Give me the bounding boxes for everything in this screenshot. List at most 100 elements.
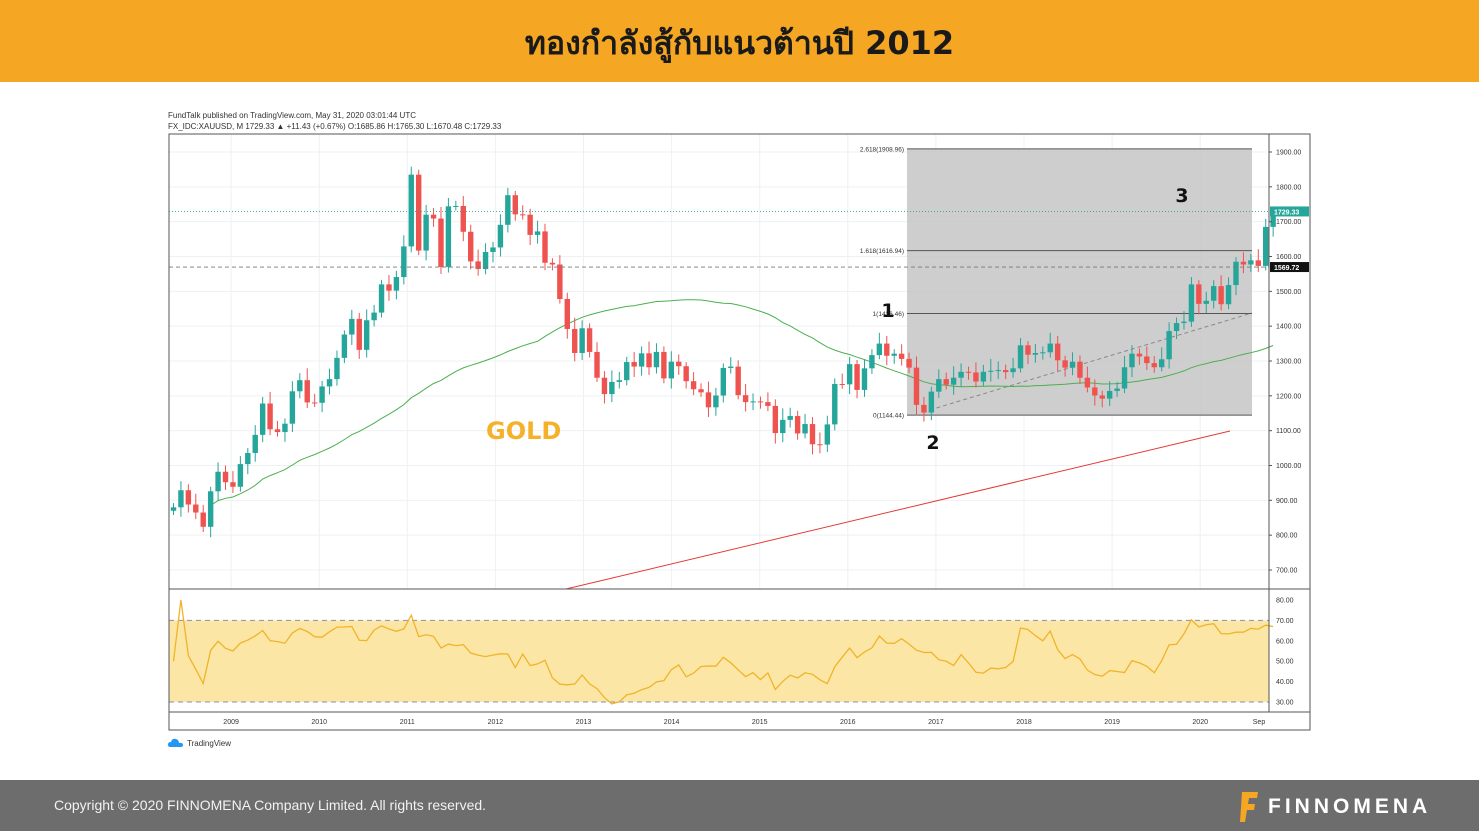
time-tick-label: 2015 [752,719,768,726]
candle-body [207,491,214,527]
candle-body [1263,226,1269,266]
fib-label: 0(1144.44) [873,413,904,420]
candle-body [497,224,504,248]
rsi-line [172,599,1274,705]
candle-body [445,206,452,267]
candle-body [846,364,853,385]
candle-body [906,358,912,368]
candle-body [453,205,459,207]
candle-body [965,371,972,373]
candle-body [1270,211,1276,227]
finnomena-f-icon [1240,792,1258,822]
candle-body [215,471,221,492]
candle-body [1196,284,1202,304]
candle-body [1106,390,1113,399]
candle-body [1017,345,1024,369]
candle-body [713,395,719,408]
candle-body [1181,321,1187,324]
candle-body [943,379,949,385]
time-tick-label: 2020 [1192,719,1208,726]
time-tick-label: 2009 [223,719,239,726]
fib-label: 2.618(1908.96) [860,146,904,153]
candle-body [891,353,897,356]
candle-body [512,195,518,215]
chart-publish-info: FundTalk published on TradingView.com, M… [168,110,501,132]
candle-body [1121,367,1128,389]
candle-body [230,482,236,487]
candle-body [936,379,942,392]
candle-body [252,434,258,453]
finnomena-logo: FINNOMENA [1240,790,1431,824]
candle-body [1255,260,1261,266]
wave-label-1: 1 [881,300,894,322]
candle-body [668,361,675,379]
candle-body [490,247,496,252]
candle-body [1129,353,1135,368]
candle-body [178,490,184,508]
candle-body [401,246,407,278]
overlay: GOLD 1 2 3 [169,185,1269,454]
candle-body [921,404,927,413]
candle-body [1203,300,1209,304]
ma200-line [565,430,1231,590]
brand-name: FINNOMENA [1268,795,1432,818]
candle-body [876,343,883,356]
rsi-band [169,620,1269,702]
rsi-tick-label: 30.00 [1276,700,1294,707]
candle-body [676,361,682,367]
candle-body [720,367,727,396]
candle-body [950,377,957,385]
candle-body [482,251,489,270]
price-tick-label: 1100.00 [1276,428,1301,435]
candle-body [1092,387,1098,396]
candle-body [735,366,741,396]
candle-body [297,380,303,392]
candle-body [861,368,868,390]
copyright-text: Copyright © 2020 FINNOMENA Company Limit… [54,797,487,813]
candle-body [371,312,377,321]
candle-body [378,284,385,313]
candle-body [527,214,533,235]
candle-body [1144,356,1150,364]
rsi-tick-label: 60.00 [1276,638,1294,645]
candle-body [564,298,570,329]
price-tick-label: 900.00 [1276,498,1298,505]
symbol-line: FX_IDC:XAUUSD, M 1729.33 ▲ +11.43 (+0.67… [168,122,502,131]
candle-body [616,380,622,382]
rsi-tick-label: 80.00 [1276,598,1294,605]
candle-body [884,343,890,356]
candle-body [817,444,823,446]
candles [170,166,1276,538]
candle-body [609,381,615,395]
time-axis-frame [168,711,1311,731]
candle-body [237,464,244,487]
candle-body [854,364,860,390]
candle-body [542,231,548,263]
candle-body [393,277,400,291]
candle-body [698,389,704,393]
candle-body [468,231,474,262]
price-tick-label: 700.00 [1276,568,1298,575]
time-tick-label: Sep [1253,719,1266,726]
resistance-tag-label: 1569.72 [1274,265,1299,272]
candle-body [438,218,444,267]
candle-body [185,490,192,505]
footer-bar [0,780,1479,831]
candle-body [534,231,541,235]
candle-body [728,366,734,368]
price-tick-label: 1800.00 [1276,184,1301,191]
candle-body [267,403,273,430]
title-banner [0,0,1479,82]
candle-body [1233,261,1239,286]
axes: 700.00 800.00 900.00 1000.00 1100.00 1200.00 1… [168,133,1311,731]
resistance-tag [1270,262,1309,273]
candle-body [661,351,667,379]
candle-body [586,328,593,352]
candle-body [1166,331,1172,360]
candle-body [653,351,660,368]
candle-body [304,380,310,403]
candle-body [705,392,712,408]
candle-body [1136,353,1143,357]
candle-body [1077,361,1083,378]
candle-body [319,386,325,403]
